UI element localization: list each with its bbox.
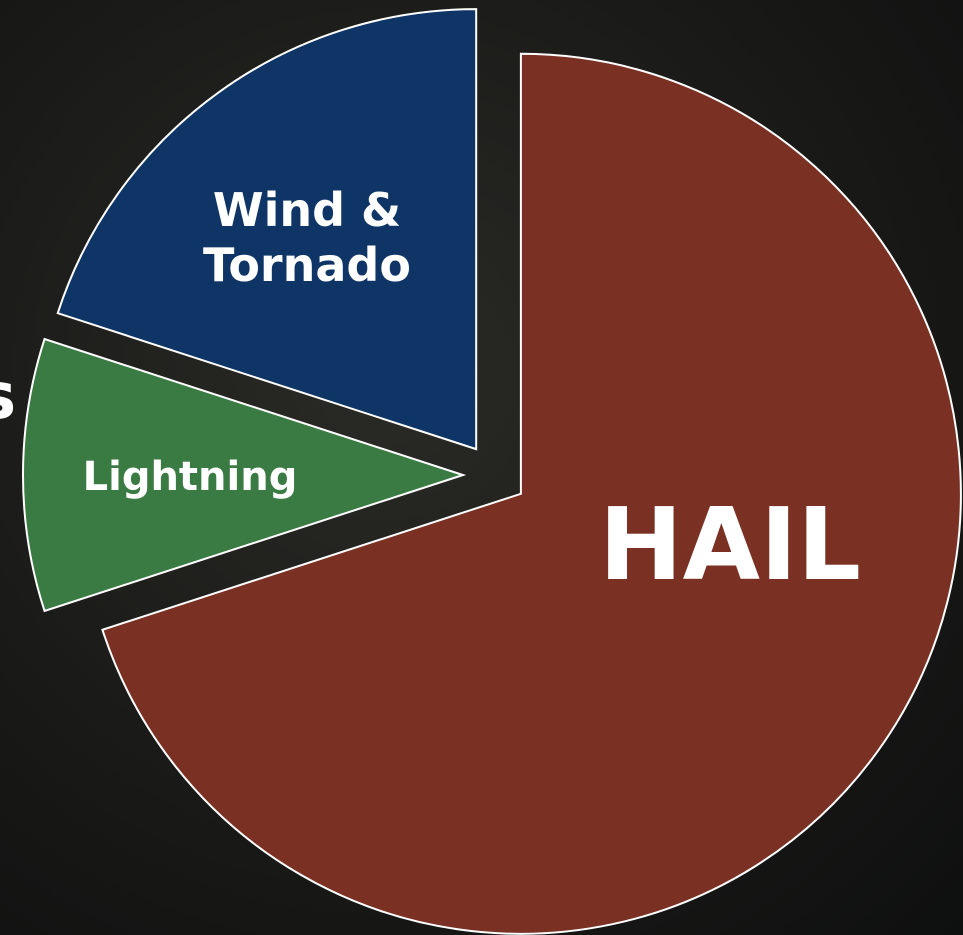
pie-slice (101, 52, 962, 935)
background-text: s (0, 360, 16, 434)
slice-label: Lightning (82, 454, 298, 500)
pie-slice (56, 8, 478, 451)
slice-label: Wind & Tornado (203, 182, 411, 292)
slice-label: HAIL (598, 486, 861, 603)
pie-slice (22, 337, 467, 613)
